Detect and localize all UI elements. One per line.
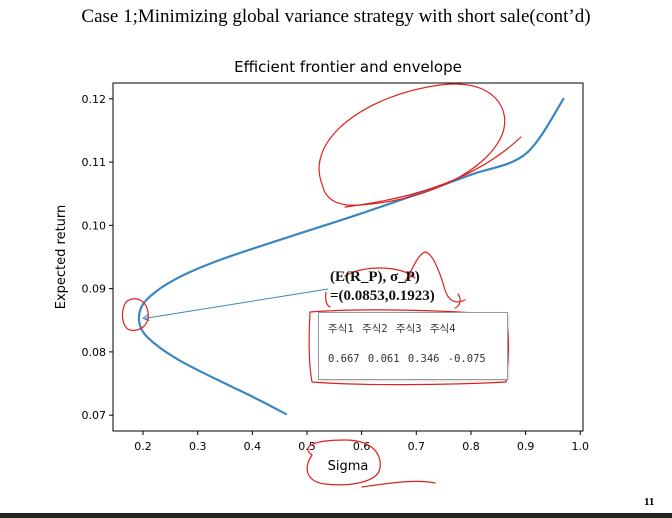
- y-axis-ticks: 0.07 0.08 0.09 0.10 0.11 0.12: [82, 93, 113, 422]
- x-tick-label: 0.5: [298, 440, 316, 453]
- weights-values-row: 0.667 0.061 0.346 -0.075: [328, 353, 486, 365]
- hand-sigma-tail: [361, 480, 436, 488]
- hand-stroke-top-right: [344, 136, 522, 208]
- weights-header-row: 주식1 주식2 주식3 주식4: [328, 323, 456, 335]
- annotation-arrow-line: [144, 288, 329, 319]
- formula-line-1: (E(R_P), σ_P): [330, 269, 420, 285]
- hand-box-outline: [308, 309, 509, 386]
- y-axis-label: Expected return: [54, 205, 69, 310]
- hand-formula-underline: [344, 267, 416, 279]
- x-axis-label: Sigma: [328, 459, 369, 474]
- x-tick-label: 0.9: [517, 440, 535, 453]
- x-tick-label: 0.8: [462, 440, 480, 453]
- hand-loop-top-right: [318, 83, 506, 206]
- formula-line-2: =(0.0853,0.1923): [330, 288, 435, 304]
- x-axis-ticks: 0.2 0.3 0.4 0.5 0.6 0.7 0.8 0.9 1.0: [134, 431, 589, 453]
- x-tick-label: 0.3: [189, 440, 207, 453]
- y-tick-label: 0.11: [82, 156, 107, 169]
- hand-formula-peak: [404, 251, 466, 303]
- y-tick-label: 0.09: [82, 283, 107, 296]
- annotation-arrow-head: [142, 313, 150, 322]
- y-tick-label: 0.07: [82, 409, 107, 422]
- y-tick-label: 0.12: [82, 93, 107, 106]
- plot-area: [112, 82, 584, 432]
- slide-title: Case 1;Minimizing global variance strate…: [81, 6, 591, 27]
- y-tick-label: 0.10: [82, 219, 107, 232]
- x-tick-label: 0.7: [408, 440, 426, 453]
- y-tick-label: 0.08: [82, 346, 107, 359]
- hand-formula-bracket: [325, 291, 461, 309]
- hand-circle-min-point: [121, 298, 149, 331]
- x-tick-label: 0.4: [244, 440, 262, 453]
- hand-sigma-loop: [306, 439, 381, 486]
- annotation-arrow: [142, 288, 329, 322]
- frontier-line: [137, 97, 565, 416]
- chart-title: Efficient frontier and envelope: [234, 58, 462, 76]
- series-layer: [137, 97, 565, 416]
- optimal-point-formula: (E(R_P), σ_P) =(0.0853,0.1923): [330, 268, 435, 306]
- bottom-rule: [0, 513, 672, 518]
- x-tick-label: 1.0: [572, 440, 590, 453]
- page-number: 11: [644, 496, 655, 508]
- handwritten-marks: [121, 83, 522, 488]
- portfolio-weights-table: 주식1 주식2 주식3 주식4 0.667 0.061 0.346 -0.075: [318, 312, 508, 380]
- x-tick-label: 0.2: [134, 440, 152, 453]
